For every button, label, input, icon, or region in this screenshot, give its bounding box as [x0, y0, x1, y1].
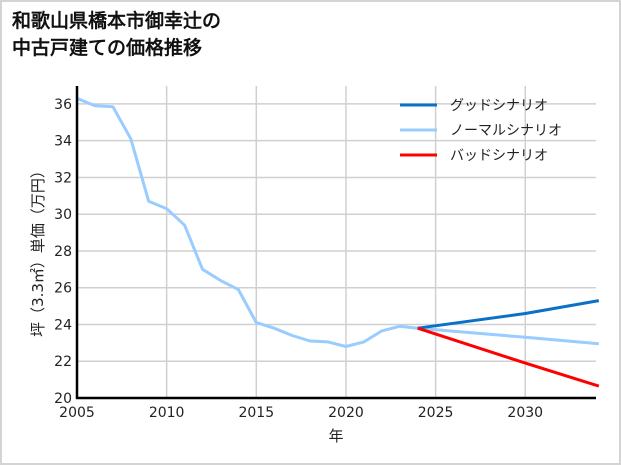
x-tick-label: 2015	[238, 405, 274, 421]
y-tick-label: 20	[54, 391, 72, 407]
y-tick-label: 32	[54, 170, 72, 186]
y-tick-label: 30	[54, 207, 72, 223]
y-tick-label: 26	[54, 281, 72, 297]
axes	[75, 86, 596, 400]
series-line	[76, 97, 599, 348]
legend-label: グッドシナリオ	[450, 98, 548, 114]
y-tick-label: 36	[54, 97, 72, 113]
y-tick-label: 24	[54, 317, 72, 333]
x-tick-label: 2020	[328, 405, 364, 421]
legend-label: バッドシナリオ	[450, 148, 548, 164]
chart-title: 和歌山県橋本市御幸辻の 中古戸建ての価格推移	[12, 10, 222, 59]
x-tick-label: 2005	[59, 405, 95, 421]
legend-label: ノーマルシナリオ	[450, 123, 562, 139]
gridlines	[77, 86, 596, 398]
x-axis-label: 年	[328, 427, 343, 445]
series-line	[417, 299, 600, 330]
x-tick-label: 2030	[507, 405, 543, 421]
y-tick-label: 28	[54, 244, 72, 260]
x-tick-label: 2010	[149, 405, 185, 421]
y-tick-label: 34	[54, 134, 72, 150]
y-tick-label: 22	[54, 354, 72, 370]
x-tick-label: 2025	[418, 405, 454, 421]
y-tick-labels: 20 22 24 26 28 30 32 34 36	[54, 97, 72, 407]
x-tick-labels: 2005 2010 2015 2020 2025 2030	[59, 405, 543, 421]
y-axis-label: 坪（3.3㎡）単価（万円）	[29, 163, 47, 337]
series-line	[417, 326, 600, 388]
data-series	[76, 97, 600, 388]
